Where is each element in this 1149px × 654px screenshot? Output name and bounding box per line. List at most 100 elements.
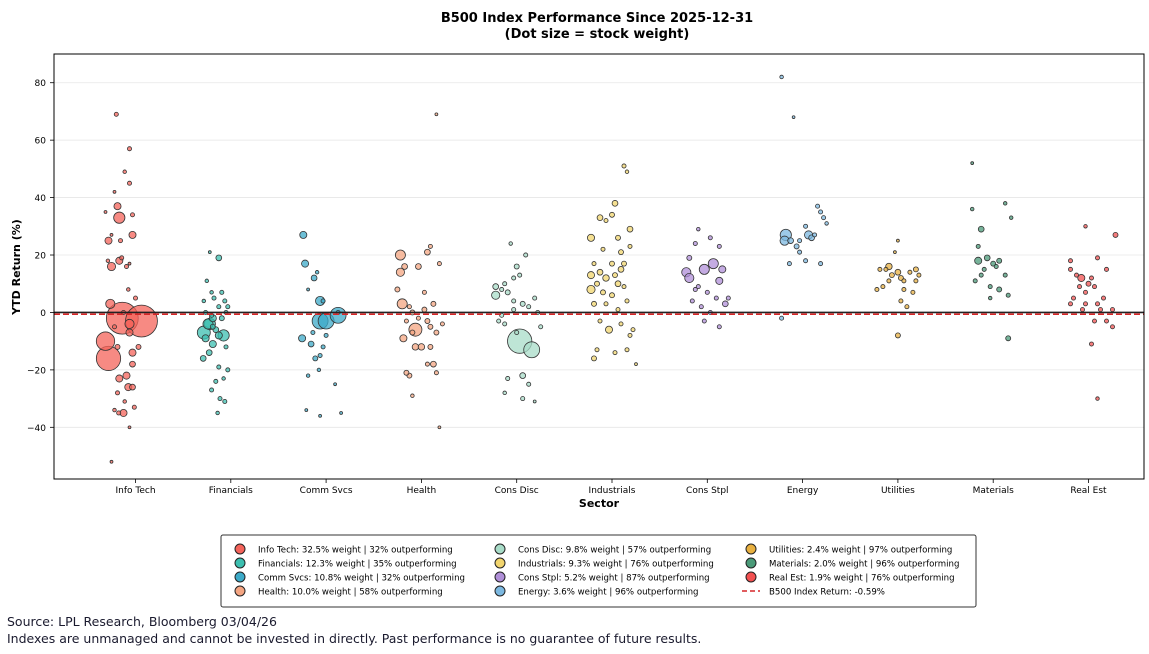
data-point [779, 315, 785, 321]
data-point [1098, 307, 1103, 313]
data-point [538, 324, 544, 330]
data-point [1068, 258, 1073, 264]
data-point [222, 298, 228, 304]
x-tick-label: Utilities [881, 486, 915, 496]
data-point [1083, 224, 1088, 229]
data-point [433, 370, 439, 376]
data-point [602, 274, 610, 282]
data-point [214, 331, 223, 340]
data-point [215, 254, 223, 262]
data-point [128, 230, 137, 239]
data-point [427, 243, 433, 249]
data-point [718, 265, 727, 274]
y-tick-label: 60 [35, 137, 47, 147]
data-point [519, 372, 527, 379]
data-point [434, 112, 439, 117]
data-point [624, 298, 630, 304]
data-point [684, 272, 695, 283]
x-tick-label: Comm Svcs [300, 486, 353, 496]
data-point [410, 393, 415, 398]
data-point [978, 272, 984, 278]
data-point [106, 261, 117, 272]
data-point [424, 318, 431, 324]
data-point [624, 169, 630, 174]
data-point [492, 283, 500, 290]
legend-label: Financials: 12.3% weight | 35% outperfor… [258, 560, 457, 570]
data-point [329, 306, 347, 324]
data-point [1002, 272, 1008, 278]
data-point [320, 298, 326, 304]
data-point [913, 278, 919, 284]
data-point [437, 425, 442, 430]
data-point [116, 410, 122, 416]
data-point [1089, 341, 1094, 347]
x-tick-label: Energy [787, 486, 819, 496]
data-point [587, 271, 595, 280]
x-axis-label: Sector [579, 497, 620, 510]
data-point [698, 304, 704, 310]
data-point [779, 74, 784, 80]
data-point [433, 329, 440, 336]
data-point [617, 266, 625, 273]
data-point [904, 304, 910, 310]
data-point [127, 146, 132, 152]
data-point [910, 289, 916, 295]
data-point [614, 280, 622, 288]
data-point [1005, 292, 1011, 298]
data-point [787, 237, 794, 244]
legend-marker [234, 585, 246, 597]
data-point [713, 295, 719, 301]
chart-title: B500 Index Performance Since 2025-12-31 [441, 11, 753, 26]
legend-label: Energy: 3.6% weight | 96% outperforming [518, 588, 699, 598]
data-point [1092, 284, 1097, 290]
data-point [1112, 231, 1119, 238]
data-point [305, 373, 311, 378]
data-point [114, 343, 121, 350]
data-point [130, 212, 135, 218]
data-point [1101, 295, 1106, 301]
data-point [526, 304, 532, 310]
data-point [1104, 266, 1109, 272]
data-point [597, 318, 603, 324]
data-point [907, 269, 913, 275]
data-point [209, 387, 215, 393]
data-point [115, 390, 120, 396]
data-point [896, 238, 900, 243]
data-point [612, 350, 618, 356]
legend-marker [494, 543, 506, 555]
data-point [204, 278, 209, 284]
data-point [987, 284, 993, 290]
data-point [974, 256, 983, 265]
data-point [430, 360, 437, 368]
data-point [970, 206, 975, 212]
data-point [696, 226, 701, 232]
data-point [339, 411, 343, 415]
data-point [627, 332, 633, 338]
x-tick-label: Financials [209, 486, 253, 496]
data-point [122, 371, 131, 380]
data-point [395, 267, 405, 277]
data-point [126, 287, 131, 292]
data-point [596, 214, 604, 221]
legend-label: Real Est: 1.9% weight | 76% outperformin… [769, 574, 955, 584]
data-point [127, 261, 132, 266]
data-point [591, 355, 597, 362]
reference-lines [54, 311, 1144, 315]
data-point [591, 261, 597, 267]
data-point [600, 246, 606, 252]
data-point [508, 241, 513, 246]
data-point [975, 243, 981, 249]
data-point [95, 331, 116, 351]
data-point [122, 399, 127, 404]
y-axis-label: YTD Return (%) [10, 219, 23, 316]
data-point [502, 321, 508, 327]
data-point [716, 324, 722, 330]
data-point [797, 249, 803, 255]
data-point [209, 290, 214, 295]
data-point [133, 295, 138, 301]
data-point [113, 202, 122, 211]
data-point [818, 209, 824, 215]
data-point [894, 268, 902, 276]
data-point [304, 408, 309, 412]
disclaimer-note: Indexes are unmanaged and cannot be inve… [7, 631, 702, 646]
